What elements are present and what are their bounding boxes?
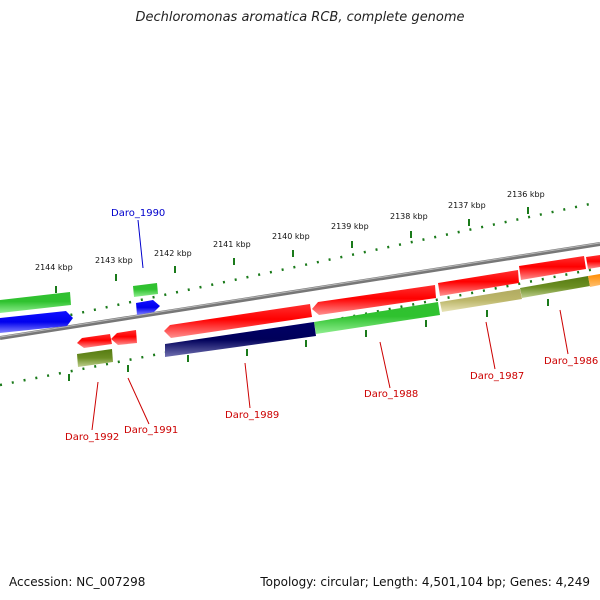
forward-features [0, 255, 600, 338]
gene-arrow-daro-1988[interactable] [314, 302, 440, 334]
gene-arrow-daro-1990[interactable] [133, 283, 158, 297]
accession-text: Accession: NC_007298 [9, 575, 146, 589]
gene-label-daro-1990[interactable]: Daro_1990 [111, 208, 165, 219]
gene-arrow[interactable] [0, 292, 71, 313]
major-ticks [55, 207, 549, 381]
gene-arrow-daro-1986[interactable] [519, 256, 586, 280]
outer-tick-track [0, 202, 591, 332]
kbp-label: 2138 kbp [390, 212, 428, 221]
genome-summary-text: Topology: circular; Length: 4,501,104 bp… [260, 575, 590, 589]
gene-label-daro-1992[interactable]: Daro_1992 [65, 432, 119, 443]
gene-arrow-daro-1991[interactable] [111, 330, 137, 345]
gene-arrow[interactable] [0, 311, 73, 333]
gene-arrow-daro-1992[interactable] [77, 334, 112, 348]
leader-lines [91, 219, 569, 431]
kbp-label: 2143 kbp [95, 256, 133, 265]
gene-arrow-daro-1989[interactable] [164, 304, 312, 338]
kbp-label: 2137 kbp [448, 201, 486, 210]
gene-arrow[interactable] [136, 300, 160, 315]
kbp-label: 2144 kbp [35, 263, 73, 272]
gene-arrow-daro-1988[interactable] [312, 285, 436, 315]
gene-label-daro-1991[interactable]: Daro_1991 [124, 425, 178, 436]
kbp-label: 2136 kbp [507, 190, 545, 199]
gene-arrow[interactable] [586, 255, 600, 269]
reverse-features [77, 274, 600, 367]
gene-label-daro-1986[interactable]: Daro_1986 [544, 356, 598, 367]
gene-arrow-daro-1987[interactable] [440, 289, 522, 312]
kbp-label: 2139 kbp [331, 222, 369, 231]
gene-label-daro-1988[interactable]: Daro_1988 [364, 389, 418, 400]
gene-arrow-daro-1992[interactable] [77, 349, 113, 367]
gene-label-daro-1989[interactable]: Daro_1989 [225, 410, 279, 421]
gene-arrow-daro-1986[interactable] [520, 276, 590, 298]
kbp-label: 2141 kbp [213, 240, 251, 249]
kbp-label: 2142 kbp [154, 249, 192, 258]
gene-arrow-daro-1989[interactable] [165, 322, 316, 357]
map-title: Dechloromonas aromatica RCB, complete ge… [135, 10, 465, 25]
gene-label-daro-1987[interactable]: Daro_1987 [470, 371, 524, 382]
gene-arrow-daro-1987[interactable] [438, 270, 519, 296]
kbp-label: 2140 kbp [272, 232, 310, 241]
genome-backbone [0, 242, 600, 340]
gene-arrow[interactable] [588, 274, 600, 287]
